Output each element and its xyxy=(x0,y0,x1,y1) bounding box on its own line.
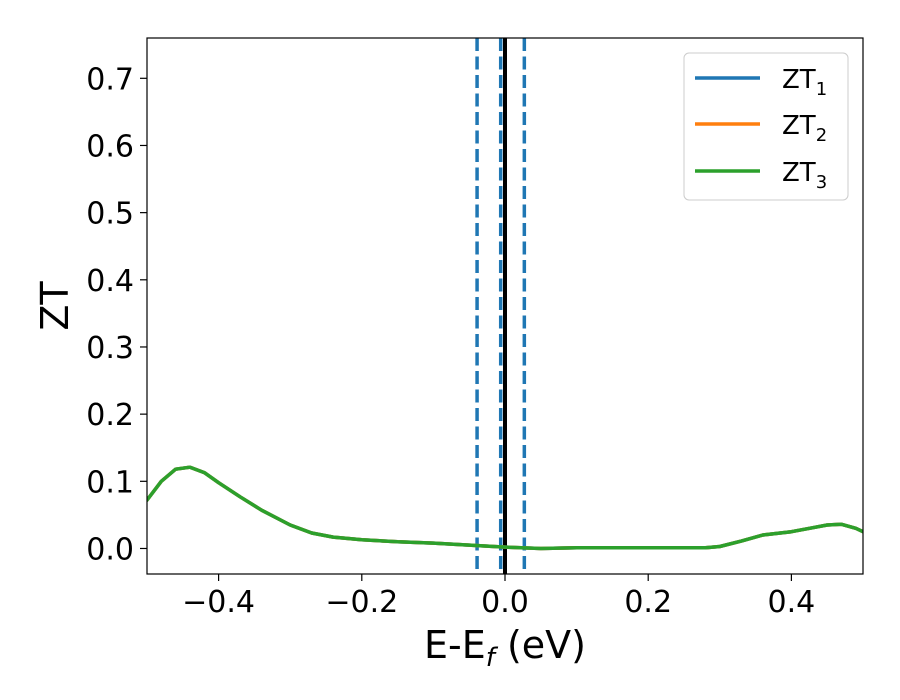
x-tick-label: −0.2 xyxy=(325,585,398,620)
y-axis-title: ZT xyxy=(33,281,77,331)
legend: ZT1 ZT2 ZT3 xyxy=(683,52,849,201)
y-tick-label: 0.2 xyxy=(86,398,134,433)
y-tick-label: 0.5 xyxy=(86,197,134,232)
vertical-reference-lines xyxy=(475,38,527,574)
legend-label: ZT2 xyxy=(782,111,827,146)
y-axis-ticks: 0.0 0.1 0.2 0.3 0.4 0.5 0.6 0.7 xyxy=(86,62,147,567)
y-tick-label: 0.3 xyxy=(86,331,134,366)
x-tick-label: 0.2 xyxy=(624,585,672,620)
x-axis-title-main: E-E xyxy=(424,623,486,667)
legend-entry-zt1: ZT1 xyxy=(695,65,827,100)
x-axis-title: E-Ef (eV) xyxy=(424,623,586,673)
series-line-zt3 xyxy=(147,465,863,551)
y-tick-label: 0.0 xyxy=(86,532,134,567)
legend-label: ZT3 xyxy=(782,158,827,193)
x-tick-label: 0.0 xyxy=(481,585,529,620)
y-tick-label: 0.1 xyxy=(86,465,134,500)
x-axis-ticks: −0.4 −0.2 0.0 0.2 0.4 xyxy=(182,574,815,620)
legend-frame xyxy=(683,52,849,201)
series-lines xyxy=(147,465,863,551)
x-axis-title-unit: (eV) xyxy=(495,623,586,667)
legend-label: ZT1 xyxy=(782,65,827,100)
y-tick-label: 0.4 xyxy=(86,264,134,299)
y-tick-label: 0.7 xyxy=(86,62,134,97)
x-tick-label: −0.4 xyxy=(182,585,255,620)
x-tick-label: 0.4 xyxy=(768,585,816,620)
y-tick-label: 0.6 xyxy=(86,129,134,164)
legend-entry-zt3: ZT3 xyxy=(695,158,827,193)
legend-entry-zt2: ZT2 xyxy=(695,111,827,146)
